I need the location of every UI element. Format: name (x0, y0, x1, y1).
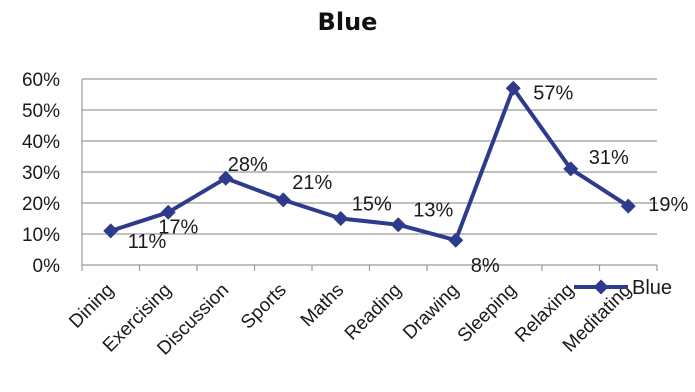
data-label: 13% (413, 200, 453, 222)
data-point (103, 223, 119, 239)
x-tick-label: Dining (65, 280, 118, 333)
chart-title: Blue (317, 8, 378, 36)
data-label: 19% (648, 194, 688, 216)
y-tick-label: 20% (22, 194, 60, 215)
legend-marker (593, 279, 609, 295)
data-point (563, 161, 579, 177)
data-label: 28% (228, 154, 268, 176)
x-tick-label: Sports (237, 280, 291, 334)
y-tick-label: 50% (22, 101, 60, 122)
x-tick-label: Sleeping (454, 280, 521, 347)
data-point (275, 192, 291, 208)
x-tick-label: Maths (297, 280, 348, 331)
data-point (448, 232, 464, 248)
data-label: 15% (352, 194, 392, 216)
y-tick-label: 10% (22, 225, 60, 246)
data-point (390, 217, 406, 233)
series-line (110, 86, 630, 243)
y-tick-label: 40% (22, 132, 60, 153)
data-point (160, 204, 176, 220)
data-label: 17% (158, 216, 198, 238)
data-point (620, 198, 636, 214)
legend-label: Blue (632, 277, 672, 299)
data-point (333, 211, 349, 226)
data-label: 11% (128, 231, 167, 253)
y-tick-label: 0% (33, 256, 61, 277)
data-label: 21% (292, 172, 332, 194)
x-tick-label: Drawing (399, 280, 463, 344)
y-tick-label: 30% (22, 163, 60, 184)
data-label: 57% (533, 82, 573, 104)
data-point (218, 170, 234, 186)
y-tick-label: 60% (22, 70, 60, 91)
data-point (505, 80, 521, 96)
x-tick-label: Reading (341, 280, 406, 345)
data-label: 31% (589, 147, 629, 169)
data-label: 8% (471, 255, 500, 277)
